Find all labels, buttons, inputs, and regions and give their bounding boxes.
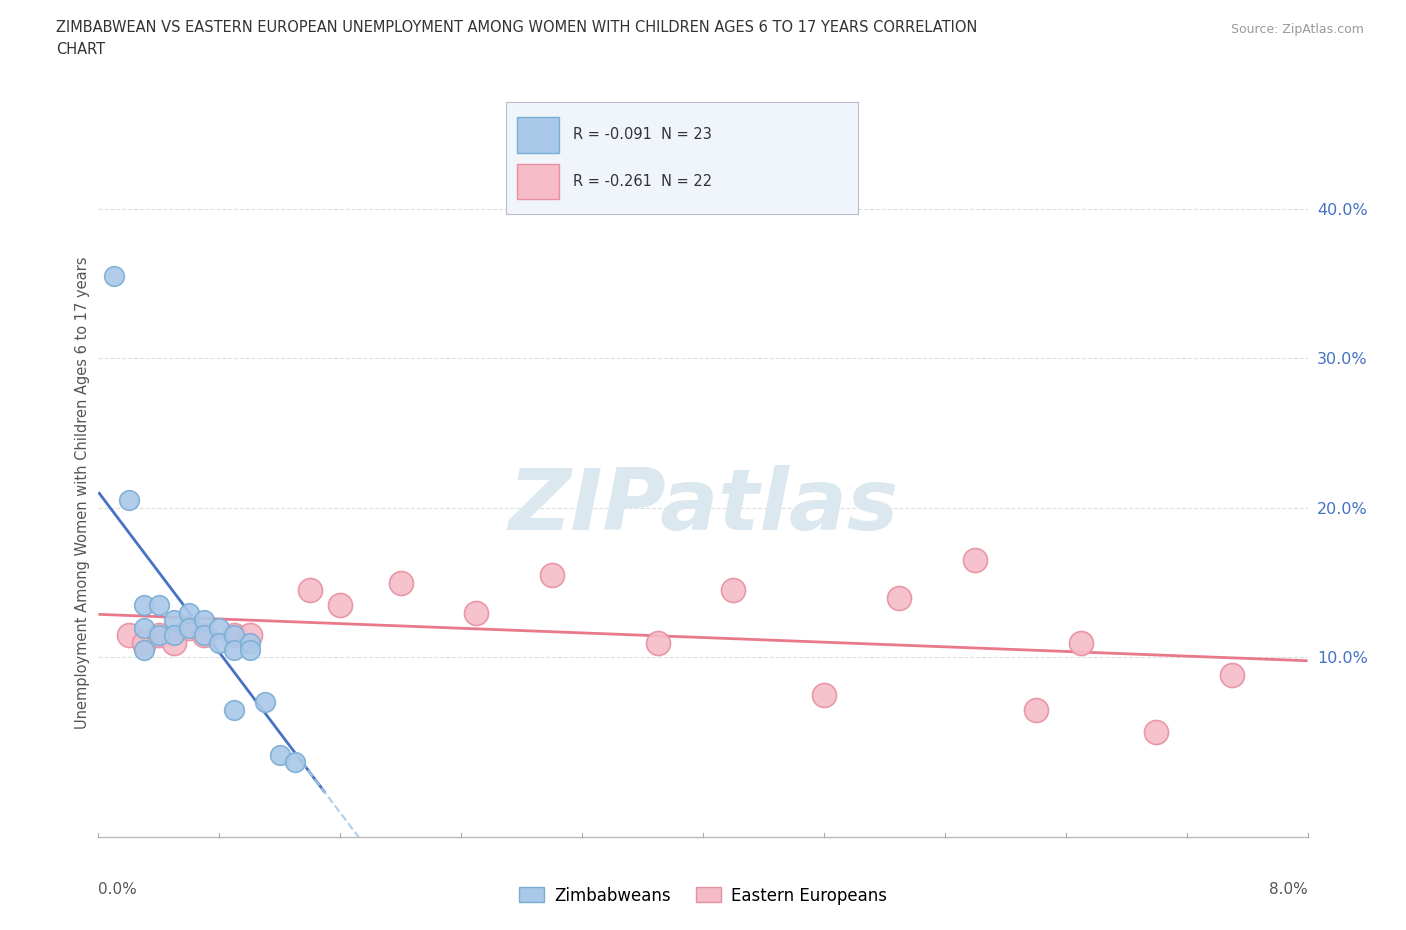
Point [132, 643, 155, 658]
Point [179, 620, 201, 635]
Point [269, 748, 291, 763]
Point [329, 598, 352, 613]
Point [224, 628, 246, 643]
Point [193, 613, 215, 628]
Text: 0.0%: 0.0% [98, 882, 138, 897]
Point [179, 605, 201, 620]
Point [163, 613, 186, 628]
Legend: Zimbabweans, Eastern Europeans: Zimbabweans, Eastern Europeans [513, 880, 893, 911]
Point [163, 635, 186, 650]
Point [1144, 724, 1167, 739]
Point [103, 269, 125, 284]
Point [284, 755, 307, 770]
Bar [517, 164, 558, 199]
Point [179, 620, 201, 635]
Point [389, 576, 412, 591]
Point [239, 628, 262, 643]
Point [132, 635, 155, 650]
Point [148, 628, 170, 643]
Text: R = -0.261  N = 22: R = -0.261 N = 22 [574, 174, 711, 189]
Point [208, 620, 231, 635]
Text: ZIPatlas: ZIPatlas [508, 465, 898, 548]
Point [465, 605, 488, 620]
Bar [517, 117, 558, 153]
Point [148, 598, 170, 613]
Point [965, 552, 987, 567]
Point [148, 628, 170, 643]
Point [163, 628, 186, 643]
Point [224, 643, 246, 658]
Point [193, 628, 215, 643]
Point [889, 591, 911, 605]
Point [813, 687, 835, 702]
Point [723, 583, 745, 598]
Text: Source: ZipAtlas.com: Source: ZipAtlas.com [1230, 23, 1364, 36]
Text: R = -0.091  N = 23: R = -0.091 N = 23 [574, 127, 711, 142]
Point [132, 598, 155, 613]
Point [118, 628, 141, 643]
Point [239, 635, 262, 650]
Point [1024, 702, 1046, 717]
Point [224, 702, 246, 717]
Point [239, 643, 262, 658]
Point [253, 695, 276, 710]
Point [540, 567, 562, 582]
Point [132, 620, 155, 635]
Y-axis label: Unemployment Among Women with Children Ages 6 to 17 years: Unemployment Among Women with Children A… [75, 257, 90, 729]
Point [193, 628, 215, 643]
Point [647, 635, 669, 650]
Point [1070, 635, 1092, 650]
Text: 8.0%: 8.0% [1268, 882, 1308, 897]
Point [224, 628, 246, 643]
Point [1220, 668, 1243, 683]
Text: ZIMBABWEAN VS EASTERN EUROPEAN UNEMPLOYMENT AMONG WOMEN WITH CHILDREN AGES 6 TO : ZIMBABWEAN VS EASTERN EUROPEAN UNEMPLOYM… [56, 20, 977, 35]
Point [208, 635, 231, 650]
Text: CHART: CHART [56, 42, 105, 57]
Point [299, 583, 322, 598]
Point [118, 493, 141, 508]
